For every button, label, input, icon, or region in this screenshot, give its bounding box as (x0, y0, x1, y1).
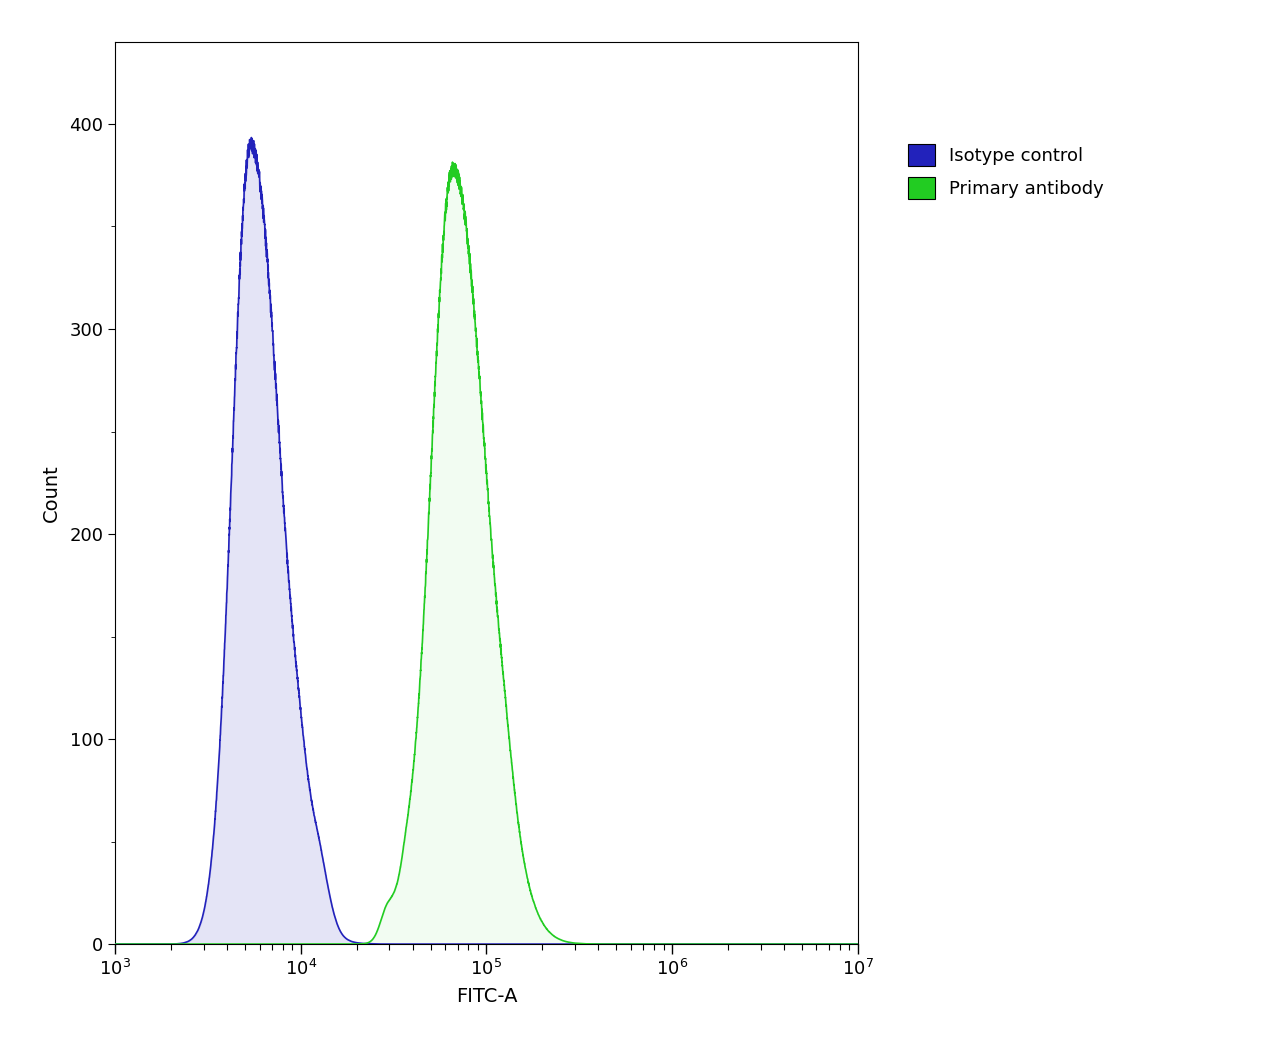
Y-axis label: Count: Count (42, 464, 61, 522)
X-axis label: FITC-A: FITC-A (456, 987, 517, 1006)
Legend: Isotype control, Primary antibody: Isotype control, Primary antibody (899, 135, 1114, 208)
